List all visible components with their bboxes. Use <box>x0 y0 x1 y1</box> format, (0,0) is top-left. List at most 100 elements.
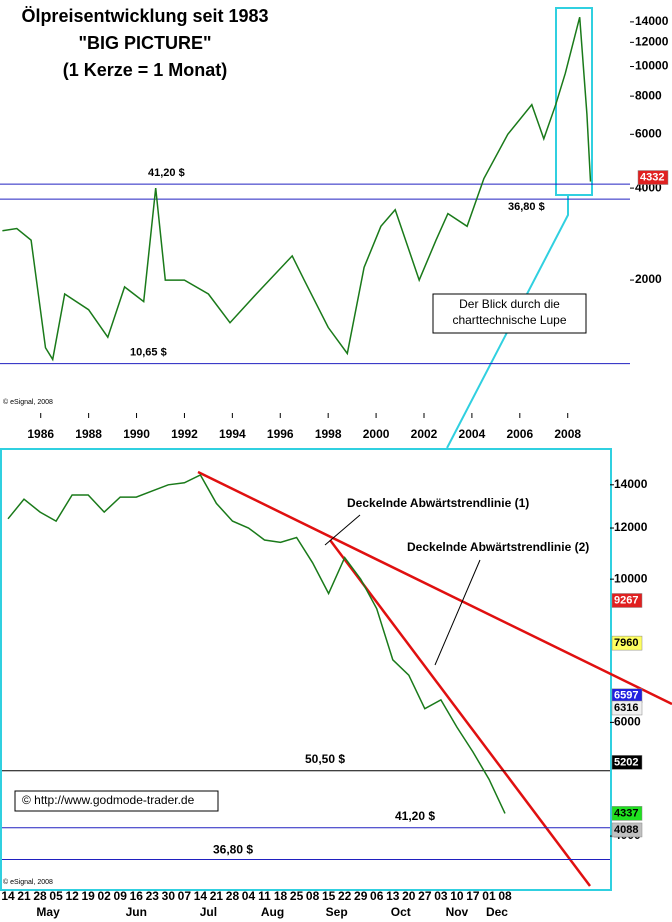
x-tick-label: 1990 <box>123 427 150 441</box>
price-tag <box>611 755 643 770</box>
x-tick-label: 28 <box>226 889 240 903</box>
price-tag-label: 9267 <box>614 594 638 606</box>
x-tick-label: 06 <box>370 889 384 903</box>
month-label: Nov <box>446 905 469 919</box>
x-tick-label: 02 <box>98 889 112 903</box>
source: © eSignal, 2008 <box>3 398 53 406</box>
x-tick-label: 15 <box>322 889 336 903</box>
annotation: Deckelnde Abwärtstrendlinie (1) <box>347 496 529 510</box>
x-tick-label: 1988 <box>75 427 102 441</box>
x-tick-label: 12 <box>65 889 79 903</box>
level-label: 50,50 $ <box>305 752 345 766</box>
price-line <box>7 474 506 814</box>
x-tick-label: 01 <box>482 889 496 903</box>
zoom-connector <box>446 195 569 449</box>
price-tag <box>611 822 643 838</box>
x-tick-label: 30 <box>162 889 176 903</box>
y-tick-label: 8000 <box>635 88 662 102</box>
zoom-panel <box>0 448 612 891</box>
price-tag <box>611 635 643 651</box>
x-tick-label: 2000 <box>363 427 390 441</box>
x-tick-label: 2008 <box>554 427 581 441</box>
x-tick-label: 2004 <box>459 427 486 441</box>
x-tick-label: 1986 <box>27 427 54 441</box>
month-label: Oct <box>391 905 411 919</box>
x-tick-label: 25 <box>290 889 304 903</box>
price-tag-label: 5202 <box>614 756 638 768</box>
y-tick-label: 12000 <box>635 35 669 49</box>
x-tick-label: 1998 <box>315 427 342 441</box>
price-tag-label: 7960 <box>614 637 638 649</box>
y-tick-label: 14000 <box>614 477 648 491</box>
trendline <box>329 539 591 887</box>
level-label: 41,20 $ <box>148 167 185 179</box>
y-tick-label: 10000 <box>635 59 669 73</box>
month-label: Dec <box>486 905 508 919</box>
chart-subtitle: "BIG PICTURE" <box>78 33 211 53</box>
x-tick-label: 16 <box>130 889 144 903</box>
x-tick-label: 08 <box>498 889 512 903</box>
price-tag-label: 4337 <box>614 807 638 819</box>
level-label: 41,20 $ <box>395 809 435 823</box>
x-tick-label: 05 <box>49 889 63 903</box>
x-tick-label: 13 <box>386 889 400 903</box>
callout-box <box>432 293 587 334</box>
y-tick-label: 12000 <box>614 520 648 534</box>
x-tick-label: 29 <box>354 889 368 903</box>
x-tick-label: 2002 <box>411 427 438 441</box>
price-tag-label: 6597 <box>614 690 638 702</box>
x-tick-label: 09 <box>114 889 128 903</box>
chart-note: (1 Kerze = 1 Monat) <box>63 60 228 80</box>
y-tick-label: 10000 <box>614 571 648 585</box>
level-label: 36,80 $ <box>213 843 253 857</box>
price-tag <box>611 593 643 608</box>
y-tick-label: 6000 <box>614 715 641 729</box>
x-tick-label: 21 <box>17 889 31 903</box>
y-tick-label: 14000 <box>635 14 669 28</box>
month-label: Sep <box>326 905 348 919</box>
x-tick-label: 14 <box>1 889 15 903</box>
month-label: May <box>36 905 60 919</box>
callout: Der Blick durch die charttechnische Lupe <box>452 297 566 327</box>
source: © eSignal, 2008 <box>3 878 53 886</box>
x-tick-label: 10 <box>450 889 464 903</box>
y-tick-label: 6000 <box>635 126 662 140</box>
price-tag <box>637 170 669 185</box>
level-label: 10,65 $ <box>130 347 167 359</box>
x-tick-label: 04 <box>242 889 256 903</box>
y-tick-label: 2000 <box>635 272 662 286</box>
x-tick-label: 19 <box>81 889 95 903</box>
month-label: Jul <box>200 905 217 919</box>
price-tag <box>611 806 643 821</box>
price-tag-label: 6316 <box>614 702 638 714</box>
x-tick-label: 17 <box>466 889 480 903</box>
website-box <box>14 790 219 812</box>
x-tick-label: 21 <box>210 889 224 903</box>
x-tick-label: 28 <box>33 889 47 903</box>
chart-title: Ölpreisentwicklung seit 1983 <box>21 6 268 26</box>
x-tick-label: 1994 <box>219 427 246 441</box>
price-tag <box>611 700 643 716</box>
price-line <box>2 17 592 362</box>
x-tick-label: 07 <box>178 889 192 903</box>
x-tick-label: 1996 <box>267 427 294 441</box>
x-tick-label: 1992 <box>171 427 198 441</box>
level-label: 36,80 $ <box>508 201 545 213</box>
x-tick-label: 08 <box>306 889 320 903</box>
annotation-arrow <box>434 559 481 666</box>
annotation: Deckelnde Abwärtstrendlinie (2) <box>407 540 589 554</box>
month-label: Jun <box>126 905 147 919</box>
x-tick-label: 18 <box>274 889 288 903</box>
x-tick-label: 20 <box>402 889 416 903</box>
x-tick-label: 11 <box>258 889 271 903</box>
website: © http://www.godmode-trader.de <box>22 793 195 807</box>
x-tick-label: 27 <box>418 889 432 903</box>
x-tick-label: 23 <box>146 889 160 903</box>
x-tick-label: 03 <box>434 889 448 903</box>
annotation-arrow <box>324 514 361 546</box>
price-tag-label: 4088 <box>614 824 638 836</box>
x-tick-label: 2006 <box>506 427 533 441</box>
x-tick-label: 22 <box>338 889 352 903</box>
x-tick-label: 14 <box>194 889 208 903</box>
